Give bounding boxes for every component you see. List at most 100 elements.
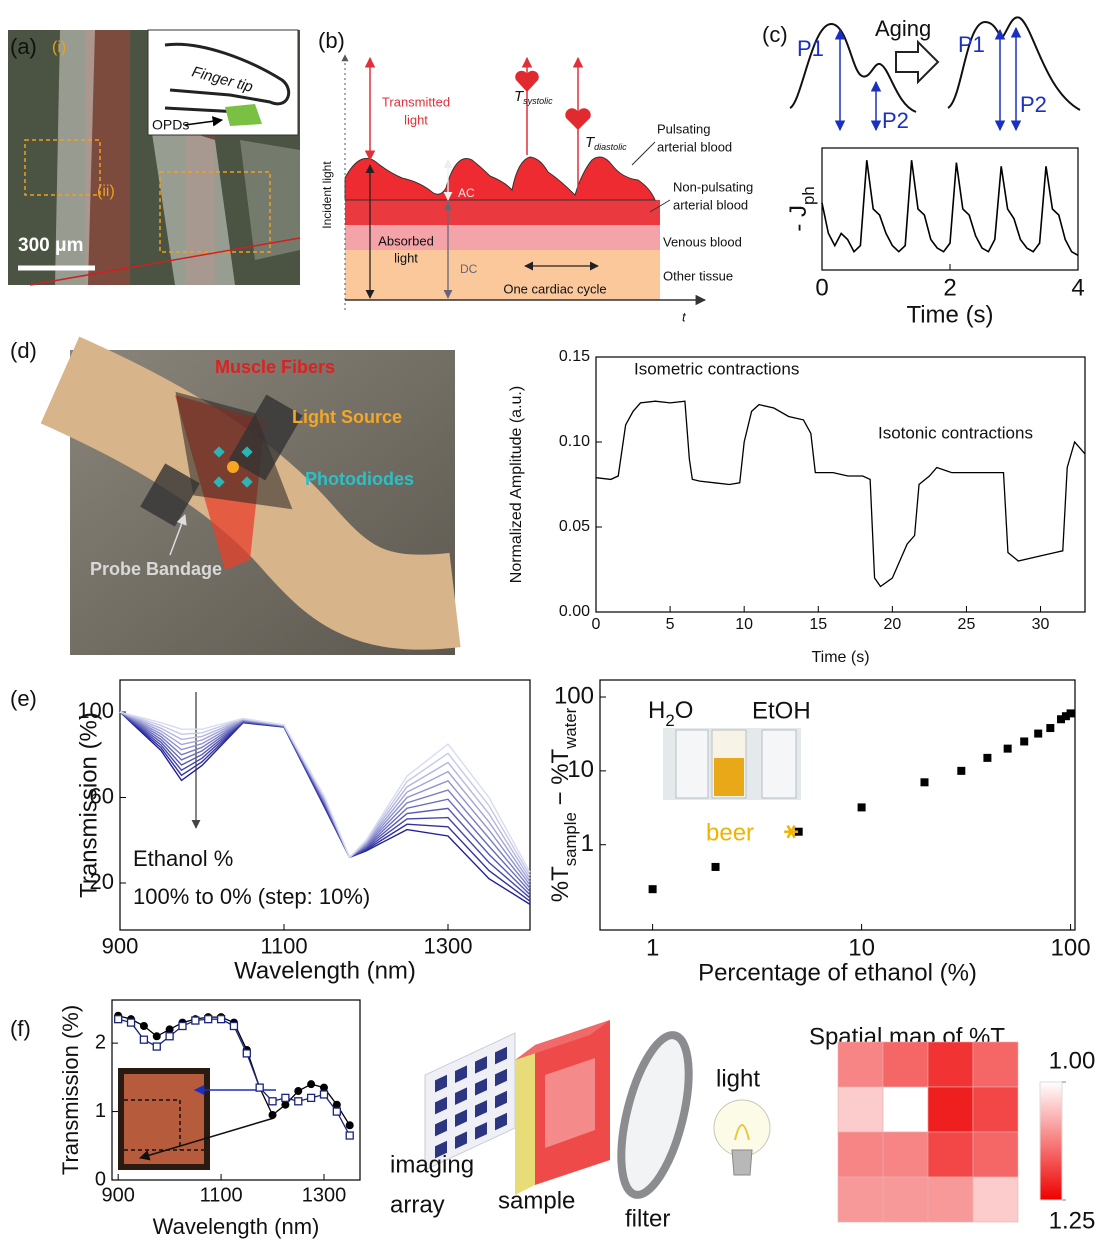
x-axis-label: Percentage of ethanol (%) [698, 959, 977, 986]
data-point [1034, 730, 1042, 738]
y-tick-label: 0 [95, 1168, 106, 1190]
data-point [269, 1111, 277, 1119]
diagram-label: DC [460, 262, 478, 276]
panel-label: (f) [10, 1016, 31, 1041]
data-point [307, 1080, 315, 1088]
data-point [128, 1019, 135, 1026]
inset-label: OPDs [152, 117, 189, 133]
inset-label-part: O [675, 697, 694, 724]
diagram-label: AC [458, 186, 475, 200]
y-tick-label: 0.15 [559, 348, 590, 365]
data-point [858, 803, 866, 811]
diagram-label: Absorbed [378, 233, 434, 248]
data-point [1020, 737, 1028, 745]
x-tick-label: 900 [102, 933, 139, 958]
x-axis-label: Wavelength (nm) [234, 957, 416, 984]
x-tick-label: 900 [101, 1184, 134, 1206]
x-tick-label: 10 [848, 935, 875, 962]
heatmap-cell [973, 1177, 1018, 1222]
data-point [269, 1098, 276, 1105]
y-tick-label: 0.00 [559, 603, 590, 620]
data-point [957, 767, 965, 775]
highlight-point [784, 826, 798, 838]
data-point [1067, 709, 1075, 717]
setup-label: light [716, 1065, 760, 1092]
heatmap-cell [973, 1087, 1018, 1132]
annotation: Aging [875, 16, 931, 41]
data-point [346, 1132, 353, 1139]
annotation: Isotonic contractions [878, 423, 1033, 442]
y-tick-label: 100 [554, 682, 594, 709]
inset-label: H2O [648, 697, 693, 730]
diagram-label: Other tissue [663, 268, 733, 283]
data-point [921, 778, 929, 786]
x-tick-label: 0 [592, 616, 601, 633]
y-axis-label: Transmission (%) [75, 712, 102, 898]
data-point [320, 1091, 327, 1098]
arm-illustration [60, 350, 455, 655]
data-point [218, 1016, 225, 1023]
y-axis-label-part: %T [547, 866, 574, 902]
inset-label-part: H [648, 697, 665, 724]
heatmap-cell [883, 1177, 928, 1222]
data-point [983, 754, 991, 762]
y-tick-label: 0.05 [559, 518, 590, 535]
panel-label: (a) [10, 34, 37, 59]
x-tick-label: 0 [815, 275, 828, 302]
label-part: systolic [523, 96, 553, 106]
x-tick-label: 15 [809, 616, 827, 633]
y-axis-label-part: sample [561, 812, 580, 866]
y-axis-label: %Tsample − %Twater [547, 707, 580, 902]
colorbar-label: 1.00 [1049, 1047, 1096, 1074]
heatmap-cell [928, 1042, 973, 1087]
inset-label-part: 2 [665, 711, 674, 730]
heatmap-cell [883, 1132, 928, 1177]
plot-frame [822, 148, 1078, 270]
panel-label: (b) [318, 28, 345, 53]
page: (a) (i) (ii) Finger tip OPDs 300 μm (b) … [0, 0, 1098, 1244]
data-point [308, 1094, 315, 1101]
data-point [230, 1023, 237, 1030]
setup-label: filter [625, 1205, 670, 1232]
axis-label: Incident light [320, 161, 334, 229]
scale-bar-label: 300 μm [18, 235, 84, 256]
region-label: (i) [52, 39, 66, 56]
y-axis-label: Normalized Amplitude (a.u.) [508, 386, 525, 583]
peak-label: P1 [958, 32, 985, 57]
data-point [153, 1043, 160, 1050]
diagram-label: One cardiac cycle [503, 281, 606, 296]
y-tick-label: 1 [95, 1100, 106, 1122]
data-point [294, 1087, 302, 1095]
data-point [649, 885, 657, 893]
heatmap-cell [928, 1132, 973, 1177]
data-point [192, 1017, 199, 1024]
x-tick-label: 30 [1032, 616, 1050, 633]
data-point [346, 1121, 354, 1129]
heatmap-cell [883, 1087, 928, 1132]
diagram-label: Pulsating [657, 121, 710, 136]
x-axis-label: Time (s) [906, 301, 993, 328]
x-axis-label: Wavelength (nm) [153, 1214, 320, 1239]
x-tick-label: 1100 [200, 1184, 243, 1206]
diagram-label: Transmitted [382, 94, 450, 109]
inset-label: EtOH [752, 697, 811, 724]
data-point [333, 1108, 340, 1115]
setup-label: sample [498, 1187, 575, 1214]
diagram-label: Non-pulsating [673, 179, 753, 194]
diagram-label: light [404, 112, 428, 127]
data-point [282, 1094, 289, 1101]
diagram-label: light [394, 250, 418, 265]
data-point [140, 1022, 148, 1030]
data-point [205, 1016, 212, 1023]
data-point [712, 863, 720, 871]
illustration-label: Photodiodes [305, 469, 414, 489]
heatmap-cell [838, 1132, 883, 1177]
data-point [256, 1084, 263, 1091]
figure: (a) (i) (ii) Finger tip OPDs 300 μm (b) … [0, 0, 1098, 1244]
highlight-label: beer [706, 819, 754, 846]
data-point [1004, 745, 1012, 753]
y-tick-label: 0.10 [559, 433, 590, 450]
panel-label: (d) [10, 338, 37, 363]
x-tick-label: 1 [646, 935, 659, 962]
annotation: Isometric contractions [634, 359, 799, 378]
